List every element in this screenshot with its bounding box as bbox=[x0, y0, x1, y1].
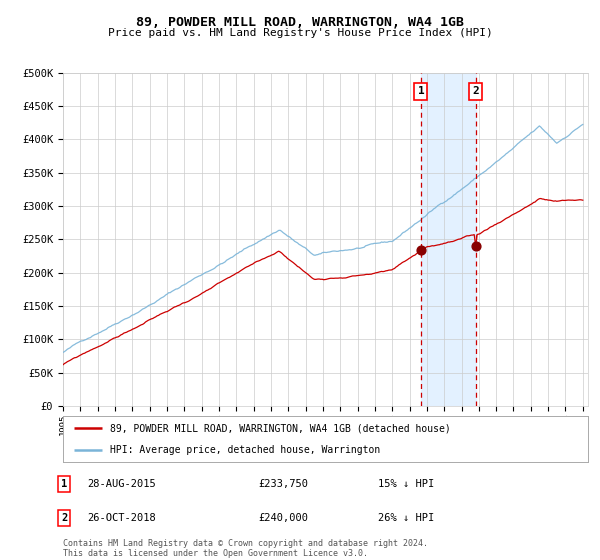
Text: 2: 2 bbox=[61, 513, 67, 523]
Text: Price paid vs. HM Land Registry's House Price Index (HPI): Price paid vs. HM Land Registry's House … bbox=[107, 28, 493, 38]
Text: 2: 2 bbox=[472, 86, 479, 96]
Bar bbox=[421, 73, 476, 406]
Text: 1: 1 bbox=[418, 86, 424, 96]
Text: £240,000: £240,000 bbox=[258, 513, 308, 523]
Text: HPI: Average price, detached house, Warrington: HPI: Average price, detached house, Warr… bbox=[110, 445, 380, 455]
Text: 26-OCT-2018: 26-OCT-2018 bbox=[87, 513, 156, 523]
Text: 1: 1 bbox=[61, 479, 67, 489]
Text: Contains HM Land Registry data © Crown copyright and database right 2024.
This d: Contains HM Land Registry data © Crown c… bbox=[63, 539, 428, 558]
Point bbox=[471, 241, 481, 250]
Text: £233,750: £233,750 bbox=[258, 479, 308, 489]
Point bbox=[416, 246, 425, 255]
Text: 15% ↓ HPI: 15% ↓ HPI bbox=[378, 479, 434, 489]
Text: 26% ↓ HPI: 26% ↓ HPI bbox=[378, 513, 434, 523]
Text: 28-AUG-2015: 28-AUG-2015 bbox=[87, 479, 156, 489]
Text: 89, POWDER MILL ROAD, WARRINGTON, WA4 1GB (detached house): 89, POWDER MILL ROAD, WARRINGTON, WA4 1G… bbox=[110, 423, 451, 433]
Text: 89, POWDER MILL ROAD, WARRINGTON, WA4 1GB: 89, POWDER MILL ROAD, WARRINGTON, WA4 1G… bbox=[136, 16, 464, 29]
